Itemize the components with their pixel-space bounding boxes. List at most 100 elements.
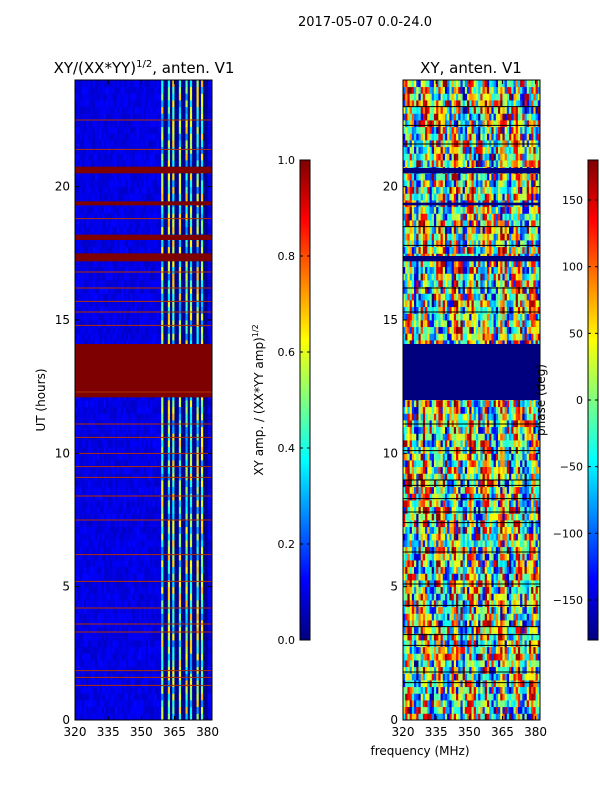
heatmap-cell: [108, 706, 111, 714]
heatmap-cell: [79, 600, 83, 608]
heatmap-cell: [154, 446, 158, 454]
heatmap-cell: [176, 500, 180, 508]
heatmap-cell: [187, 533, 191, 541]
heatmap-cell: [152, 580, 155, 588]
heatmap-cell: [139, 626, 142, 634]
heatmap-cell: [163, 693, 166, 701]
heatmap-cell: [207, 406, 211, 414]
heatmap-cell: [77, 413, 80, 421]
heatmap-cell: [178, 520, 182, 528]
heatmap-cell: [119, 713, 122, 721]
heatmap-cell: [75, 486, 78, 494]
heatmap-cell: [185, 400, 189, 408]
heatmap-cell: [77, 453, 80, 461]
heatmap-cell: [209, 500, 213, 508]
heatmap-cell: [187, 600, 191, 608]
heatmap-cell: [90, 640, 94, 648]
heatmap-cell: [165, 713, 169, 721]
heatmap-cell: [136, 580, 140, 588]
heatmap-cell: [108, 413, 111, 421]
heatmap-cell: [132, 513, 136, 521]
heatmap-cell: [123, 520, 127, 528]
heatmap-cell: [150, 406, 153, 414]
heatmap-cell: [200, 633, 204, 641]
heatmap-cell: [86, 400, 89, 408]
heatmap-cell: [83, 606, 87, 614]
heatmap-cell: [136, 486, 140, 494]
heatmap-cell: [167, 526, 171, 534]
heatmap-cell: [150, 493, 153, 501]
heatmap-cell: [158, 653, 162, 661]
heatmap-cell: [139, 560, 142, 568]
heatmap-cell: [88, 526, 91, 534]
heatmap-cell: [121, 460, 125, 468]
heatmap-cell: [196, 613, 200, 621]
heatmap-cell: [90, 453, 94, 461]
heatmap-cell: [112, 633, 116, 641]
heatmap-cell: [119, 440, 122, 448]
heatmap-cell: [170, 600, 173, 608]
heatmap-cell: [81, 480, 85, 488]
heatmap-cell: [198, 606, 202, 614]
heatmap-cell: [178, 526, 182, 534]
heatmap-cell: [79, 560, 83, 568]
heatmap-cell: [200, 533, 204, 541]
heatmap-cell: [103, 413, 107, 421]
heatmap-cell: [163, 400, 166, 408]
heatmap-cell: [123, 440, 127, 448]
heatmap-cell: [185, 560, 189, 568]
heatmap-cell: [97, 606, 100, 614]
heatmap-cell: [200, 486, 204, 494]
heatmap-cell: [116, 400, 120, 408]
heatmap-cell: [77, 600, 80, 608]
heatmap-cell: [90, 680, 94, 688]
heatmap-cell: [128, 520, 131, 528]
heatmap-cell: [81, 560, 85, 568]
heatmap-cell: [198, 546, 202, 554]
heatmap-cell: [185, 626, 189, 634]
heatmap-cell: [183, 526, 186, 534]
heatmap-cell: [176, 613, 180, 621]
heatmap-cell: [88, 413, 91, 421]
heatmap-cell: [189, 626, 193, 634]
heatmap-cell: [103, 633, 107, 641]
heatmap-cell: [143, 413, 147, 421]
heatmap-cell: [88, 560, 91, 568]
heatmap-cell: [196, 553, 200, 561]
heatmap-cell: [121, 400, 125, 408]
heatmap-cell: [145, 440, 149, 448]
heatmap-cell: [123, 493, 127, 501]
heatmap-cell: [103, 660, 107, 668]
heatmap-cell: [121, 486, 125, 494]
heatmap-cell: [94, 426, 98, 434]
heatmap-cell: [209, 406, 213, 414]
heatmap-cell: [147, 680, 151, 688]
heatmap-cell: [125, 606, 129, 614]
heatmap-cell: [125, 493, 129, 501]
heatmap-cell: [128, 540, 131, 548]
heatmap-cell: [141, 706, 144, 714]
heatmap-cell: [194, 580, 197, 588]
heatmap-cell: [134, 526, 138, 534]
heatmap-cell: [200, 700, 204, 708]
heatmap-cell: [94, 540, 98, 548]
heatmap-cell: [209, 413, 213, 421]
heatmap-cell: [187, 546, 191, 554]
heatmap-cell: [79, 686, 83, 694]
heatmap-cell: [176, 580, 180, 588]
heatmap-cell: [101, 460, 105, 468]
heatmap-cell: [205, 513, 208, 521]
heatmap-cell: [209, 453, 213, 461]
heatmap-cell: [145, 566, 149, 574]
heatmap-cell: [181, 400, 184, 408]
heatmap-cell: [178, 713, 182, 721]
heatmap-cell: [156, 606, 160, 614]
heatmap-cell: [209, 700, 213, 708]
heatmap-cell: [145, 573, 149, 581]
heatmap-cell: [176, 526, 180, 534]
heatmap-cell: [136, 713, 140, 721]
heatmap-cell: [174, 426, 178, 434]
heatmap-cell: [116, 700, 120, 708]
heatmap-cell: [203, 440, 206, 448]
heatmap-cell: [139, 660, 142, 668]
